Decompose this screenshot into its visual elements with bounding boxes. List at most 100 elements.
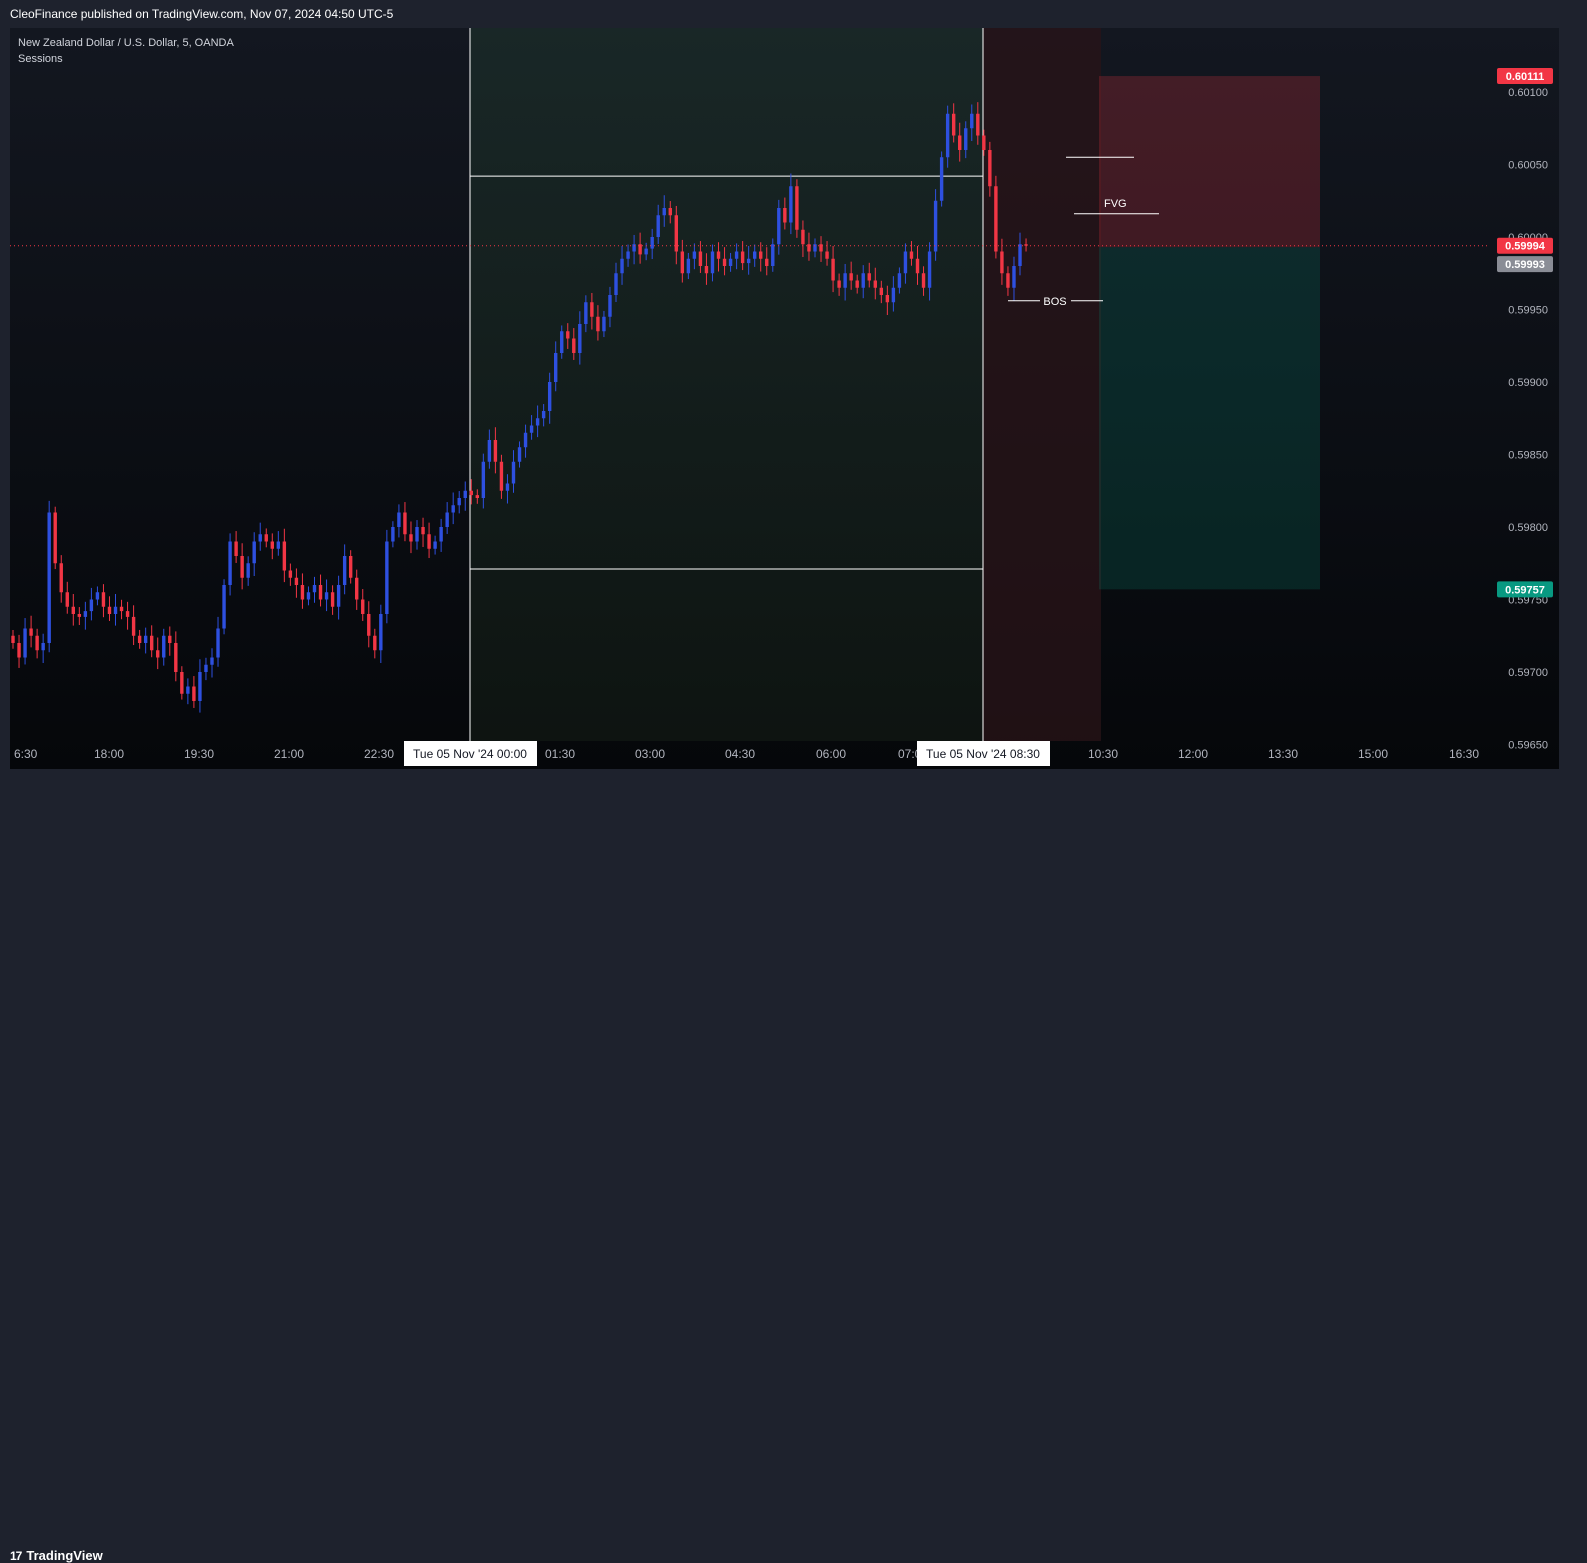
- x-tick-label: 13:30: [1268, 747, 1298, 761]
- candle: [246, 556, 250, 586]
- candle-body: [258, 534, 262, 542]
- candle-body: [379, 614, 383, 651]
- candle: [825, 241, 829, 266]
- price-tag-bg: [1497, 237, 1553, 254]
- candle-body: [740, 251, 745, 264]
- candle: [831, 245, 835, 293]
- candle: [342, 544, 347, 595]
- indicator-label[interactable]: Sessions: [18, 53, 63, 65]
- candle: [620, 245, 624, 285]
- candle: [234, 531, 238, 563]
- candle: [837, 273, 841, 296]
- candle-body: [710, 251, 715, 274]
- candle: [958, 122, 962, 162]
- x-tick-label: 16:30: [1449, 747, 1479, 761]
- candle-body: [294, 577, 299, 585]
- candle: [29, 615, 33, 648]
- candle-body: [149, 635, 154, 651]
- candle: [704, 253, 709, 285]
- price-tag-label: 0.59994: [1505, 241, 1546, 253]
- candle-body: [855, 280, 859, 288]
- candle: [662, 195, 666, 227]
- candle: [933, 189, 938, 261]
- candle-body: [590, 302, 594, 317]
- candle: [451, 492, 455, 525]
- candle-body: [487, 440, 492, 462]
- candle: [379, 604, 383, 664]
- candle-body: [330, 592, 335, 607]
- candle: [210, 648, 214, 678]
- candle-body: [59, 563, 63, 593]
- candle: [41, 633, 45, 664]
- candle-body: [198, 672, 202, 701]
- x-tick-label: 01:30: [545, 747, 575, 761]
- candle-body: [101, 592, 106, 607]
- y-tick-label: 0.59850: [1508, 450, 1548, 462]
- candle: [125, 601, 130, 630]
- candle: [119, 599, 124, 620]
- candle-body: [367, 614, 371, 636]
- candle-body: [849, 273, 853, 281]
- candle-body: [204, 664, 208, 672]
- candle-body: [162, 635, 166, 658]
- price-tag-bg: [1497, 68, 1553, 85]
- candle-body: [921, 273, 926, 288]
- candle: [915, 245, 920, 285]
- candle: [505, 474, 510, 504]
- candle-body: [421, 527, 425, 535]
- candle: [312, 576, 317, 603]
- candle-body: [451, 505, 455, 513]
- candle: [903, 243, 908, 284]
- candle-body: [608, 295, 612, 317]
- candle: [192, 676, 196, 708]
- candle: [945, 105, 950, 168]
- candle: [710, 244, 715, 282]
- candle: [222, 579, 226, 635]
- y-tick-label: 0.60100: [1508, 87, 1548, 99]
- candle: [994, 175, 998, 259]
- candle-body: [318, 585, 323, 600]
- candle-body: [734, 251, 739, 259]
- candle: [554, 341, 558, 392]
- candle: [300, 573, 305, 609]
- candle-body: [644, 248, 648, 255]
- tradingview-logo[interactable]: 17 TradingView: [10, 1548, 103, 1563]
- candle: [481, 453, 486, 509]
- candle-body: [385, 541, 389, 614]
- candle: [843, 263, 847, 301]
- candle-body: [83, 611, 88, 617]
- candle: [168, 626, 172, 656]
- candle-body: [801, 229, 805, 245]
- candle-body: [933, 200, 938, 252]
- candle: [891, 276, 896, 312]
- candle-body: [41, 643, 45, 651]
- candle-body: [680, 251, 685, 274]
- candle-body: [300, 585, 305, 600]
- candle-body: [650, 237, 654, 249]
- candle: [668, 201, 672, 224]
- candle-body: [566, 331, 570, 339]
- target-zone: [1099, 247, 1320, 590]
- candle-body: [771, 244, 775, 266]
- candle-body: [222, 585, 226, 629]
- candle-body: [819, 244, 823, 252]
- candle-body: [427, 534, 431, 549]
- candle-body: [17, 643, 21, 658]
- candle-body: [668, 208, 672, 216]
- x-tick-label: 19:30: [184, 747, 214, 761]
- candle: [686, 252, 691, 280]
- candle-body: [783, 208, 787, 223]
- candle-body: [638, 244, 642, 255]
- candle: [276, 531, 281, 556]
- candle-body: [270, 541, 274, 549]
- candle-body: [324, 592, 329, 600]
- candle: [819, 236, 823, 262]
- candle: [463, 481, 467, 511]
- session-date-label: Tue 05 Nov '24 00:00: [404, 741, 537, 766]
- candle-body: [915, 258, 920, 274]
- price-tag-prev: 0.59993: [1497, 256, 1553, 273]
- session-date-text: Tue 05 Nov '24 08:30: [926, 747, 1040, 761]
- candle-body: [240, 556, 244, 578]
